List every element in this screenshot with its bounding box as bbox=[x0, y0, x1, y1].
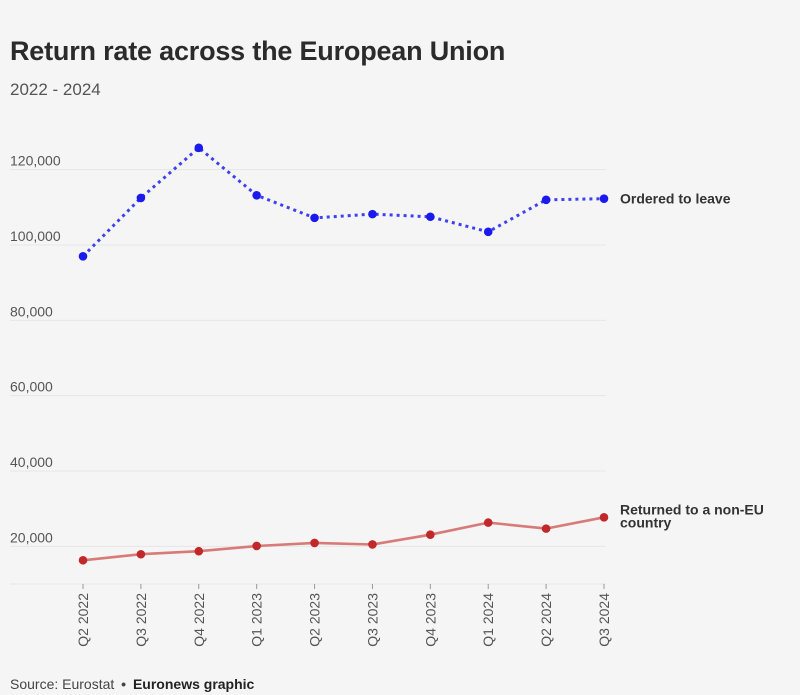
chart-title: Return rate across the European Union bbox=[10, 36, 506, 66]
data-point bbox=[483, 518, 493, 527]
x-tick-label: Q2 2022 bbox=[75, 593, 91, 647]
y-axis-ticks: 20,000 40,000 60,000 80,000 100,000 120,000 bbox=[10, 153, 61, 546]
y-tick-label: 40,000 bbox=[10, 454, 53, 470]
series-labels: Ordered to leave Returned to a non-EUcoun… bbox=[620, 191, 764, 531]
x-tick-label: Q3 2022 bbox=[133, 593, 149, 647]
y-tick-label: 20,000 bbox=[10, 529, 53, 545]
data-point bbox=[78, 555, 88, 565]
series-line bbox=[81, 146, 605, 258]
data-point bbox=[252, 541, 261, 551]
data-point bbox=[194, 546, 204, 556]
data-point bbox=[194, 143, 204, 153]
series-label: Returned to a non-EU bbox=[620, 501, 764, 517]
data-point bbox=[426, 530, 435, 539]
data-point bbox=[368, 540, 377, 549]
source-brand: Euronews graphic bbox=[132, 676, 255, 692]
data-point bbox=[252, 190, 261, 200]
x-tick-label: Q2 2023 bbox=[307, 593, 323, 647]
series-points bbox=[78, 143, 609, 565]
series-lines bbox=[81, 146, 606, 562]
data-point bbox=[599, 194, 609, 203]
x-tick-label: Q1 2024 bbox=[480, 593, 496, 647]
source-separator: • bbox=[121, 676, 127, 692]
data-point bbox=[78, 251, 88, 261]
source-footer: Source: Eurostat • Euronews graphic bbox=[10, 676, 254, 692]
data-point bbox=[310, 538, 319, 548]
series-label: country bbox=[620, 514, 672, 530]
data-point bbox=[368, 209, 377, 219]
data-point bbox=[483, 227, 493, 237]
chart-subtitle: 2022 - 2024 bbox=[10, 80, 101, 99]
series-line bbox=[81, 516, 606, 562]
data-point bbox=[541, 195, 551, 205]
source-label: Source: Eurostat bbox=[10, 676, 115, 692]
grid-lines bbox=[10, 169, 606, 585]
series-label: Ordered to leave bbox=[620, 191, 731, 207]
data-point bbox=[136, 549, 146, 559]
data-point bbox=[426, 212, 435, 222]
y-tick-label: 80,000 bbox=[10, 303, 53, 319]
x-tick-label: Q2 2024 bbox=[538, 593, 554, 647]
y-tick-label: 120,000 bbox=[10, 153, 61, 169]
line-chart: 20,000 40,000 60,000 80,000 100,000 120,000 Q… bbox=[10, 143, 764, 647]
y-tick-label: 100,000 bbox=[10, 228, 61, 244]
x-axis-ticks: Q2 2022 Q3 2022 Q4 2022 Q1 2023 Q2 2023 Q3 20… bbox=[75, 584, 612, 647]
data-point bbox=[599, 513, 609, 522]
x-tick-label: Q4 2023 bbox=[422, 593, 438, 647]
x-tick-label: Q3 2023 bbox=[364, 593, 380, 647]
x-tick-label: Q4 2022 bbox=[191, 593, 207, 647]
y-tick-label: 60,000 bbox=[10, 379, 53, 395]
x-tick-label: Q3 2024 bbox=[596, 593, 612, 647]
data-point bbox=[136, 193, 146, 203]
data-point bbox=[541, 524, 551, 533]
data-point bbox=[310, 213, 319, 223]
x-tick-label: Q1 2023 bbox=[249, 593, 265, 647]
